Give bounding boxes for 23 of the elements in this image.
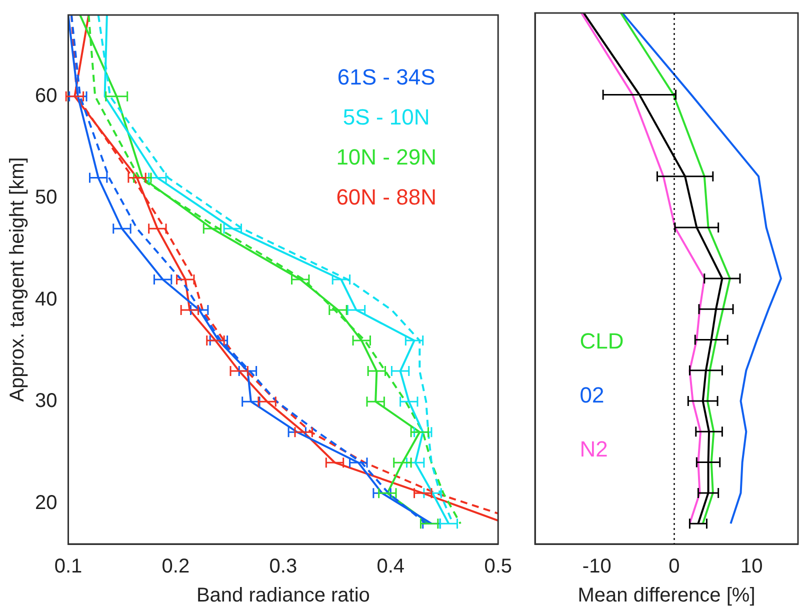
x-tick-label: 0.4: [376, 556, 405, 578]
y-tick-label: 40: [34, 288, 58, 310]
x-tick-label: 0.3: [269, 556, 298, 578]
text: 61S - 34S: [337, 64, 436, 90]
y-tick-label: 60: [34, 84, 58, 107]
y-tick-label: 20: [34, 492, 58, 514]
x-axis-title: Band radiance ratio: [196, 584, 370, 607]
x-tick-label: 0: [668, 556, 680, 578]
x-tick-label: 10: [740, 556, 763, 578]
text: CLD: [580, 328, 624, 354]
y-tick-label: 50: [34, 186, 58, 209]
text: N2: [580, 436, 608, 462]
text: 02: [580, 382, 604, 408]
x-tick-label: 0.5: [484, 556, 512, 578]
y-axis-title: Approx. tangent height [km]: [6, 157, 29, 402]
text: 10N - 29N: [336, 144, 436, 170]
y-tick-label: 30: [34, 390, 58, 412]
x-tick-label: 0.2: [162, 556, 190, 578]
text: 60N - 88N: [336, 184, 436, 210]
text: 5S - 10N: [342, 104, 430, 130]
x-tick-label: 0.1: [54, 556, 82, 578]
x-tick-label: -10: [582, 556, 612, 578]
x-axis-title: Mean difference [%]: [578, 584, 756, 607]
